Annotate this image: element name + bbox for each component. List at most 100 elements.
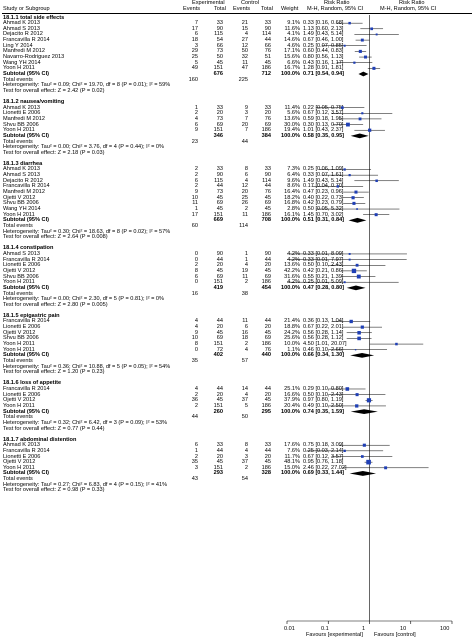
subtotal-weight: 100.0% <box>281 352 300 359</box>
study-name: Shvu BB 2006 <box>3 200 39 207</box>
study-point-estimate <box>345 387 350 391</box>
weight-value: 18.2% <box>284 194 300 201</box>
study-name: Dejacito R 2012 <box>3 31 43 38</box>
ctrl-events: 4 <box>244 346 248 353</box>
ctrl-events: 20 <box>241 189 248 196</box>
ctrl-events: 8 <box>244 442 248 449</box>
exp-events: 0 <box>194 250 198 257</box>
ctrl-events: 9 <box>244 104 248 111</box>
ci-value: 1.01 [0.43, 2.37] <box>303 127 344 134</box>
subgroup-title-row: 18.1.6 loss of appetite <box>0 380 474 386</box>
exp-total: 69 <box>216 273 223 280</box>
table-row: Ahmad S 2013 17 90 15 90 11.6% 1.13 [0.60, 2.1… <box>0 26 474 32</box>
study-point-estimate <box>343 281 346 284</box>
table-row: Lionetti E 2006 4 20 6 20 18.8% 0.67 [0.22, 2.… <box>0 324 474 330</box>
ctrl-total: 44 <box>264 256 271 263</box>
study-point-estimate <box>356 274 361 279</box>
ctrl-events: 6 <box>244 324 248 331</box>
weight-value: 30.0% <box>284 121 300 128</box>
overall-effect-text: Test for overall effect: Z = 2.42 (P = 0… <box>3 87 105 94</box>
favours-control-label: Favours [control] <box>374 632 416 638</box>
study-point-estimate <box>375 33 378 36</box>
risk-ratio-header-right: Risk Ratio <box>399 0 425 6</box>
study-name: Yoon H 2011 <box>3 346 35 353</box>
study-name: Lionetti E 2006 <box>3 453 41 460</box>
study-point-estimate <box>372 66 376 70</box>
study-name: Lionetti E 2006 <box>3 391 41 398</box>
ctrl-events: 16 <box>241 329 248 336</box>
weight-value: 25.1% <box>284 385 300 392</box>
experimental-group-header: Experimental <box>192 0 225 6</box>
study-name: Yoon H 2011 <box>3 65 35 72</box>
total-events-row: Total events 160 225 <box>0 77 474 83</box>
study-point-estimate <box>366 398 372 403</box>
ctrl-events: 4 <box>244 177 248 184</box>
ctrl-events: 26 <box>241 200 248 207</box>
table-row: Ojetti V 2012 36 45 37 45 37.9% 0.97 [0.80, 1.… <box>0 397 474 403</box>
subtotal-ci: 0.69 [0.33, 1.44] <box>303 470 345 477</box>
total-events-exp: 23 <box>191 138 198 145</box>
ctrl-total: 90 <box>264 25 271 32</box>
ctrl-events: 11 <box>242 273 248 280</box>
weight-value: 20.4% <box>284 402 300 409</box>
exp-events: 8 <box>194 341 198 348</box>
weight-value: 24.2% <box>284 329 300 336</box>
heterogeneity-text: Heterogeneity: Tau² = 0.36; Chi² = 10.88… <box>3 363 171 370</box>
ctrl-total: 45 <box>264 194 271 201</box>
ctrl-events: 25 <box>241 194 248 201</box>
exp-total: 54 <box>216 37 223 44</box>
subtotal-ci: 0.66 [0.34, 1.30] <box>303 352 345 359</box>
study-point-estimate <box>366 459 371 465</box>
table-row: Manfredi M 2012 29 73 50 76 17.1% 0.60 [0.44, … <box>0 48 474 54</box>
ci-value: 1.49 [0.43, 5.14] <box>303 31 344 38</box>
study-name: Yoon H 2011 <box>3 279 35 286</box>
study-point-estimate <box>360 38 364 42</box>
weight-header: Weight <box>281 6 299 12</box>
subgroup-title: 18.1.7 abdominal distention <box>3 436 77 443</box>
exp-events: 1 <box>194 206 198 213</box>
exp-total: 44 <box>216 318 223 325</box>
study-name: Wang YH 2014 <box>3 206 41 213</box>
table-row: Ojetti V 2012 9 45 16 45 24.2% 0.56 [0.28, 1.1… <box>0 330 474 336</box>
exp-total: 45 <box>216 329 223 336</box>
exp-events: 6 <box>194 121 198 128</box>
total-events-ctrl: 225 <box>238 76 248 83</box>
ctrl-events: 4 <box>244 262 248 269</box>
ci-value: 0.59 [0.18, 1.95] <box>303 115 344 122</box>
weight-value: 18.8% <box>284 324 300 331</box>
ci-value: 1.49 [0.43, 5.14] <box>303 177 344 184</box>
subtotal-label: Subtotal (95% CI) <box>3 284 49 291</box>
exp-total: 45 <box>216 267 223 274</box>
control-group-header: Control <box>241 0 260 6</box>
table-row: Dejacito R 2012 6 115 4 114 9.6% 1.49 [0.43, 5… <box>0 178 474 184</box>
overall-effect-row: Test for overall effect: Z = 2.18 (P = 0… <box>0 150 474 156</box>
study-name: Navarro-Rodriguez 2013 <box>3 54 65 61</box>
overall-effect-text: Test for overall effect: Z = 2.18 (P = 0… <box>3 149 105 156</box>
ci-value: 0.56 [0.28, 1.12] <box>303 335 344 342</box>
total-events-exp: 43 <box>191 476 198 483</box>
table-row: Wang YH 2014 5 45 11 45 6.6% 0.43 [0.16, 1.17] <box>0 60 474 66</box>
subgroup-title: 18.1.2 nausea/vomiting <box>3 98 65 105</box>
ctrl-total: 186 <box>261 464 271 471</box>
ctrl-events: 50 <box>241 48 248 55</box>
exp-total: 69 <box>216 335 223 342</box>
heterogeneity-text: Heterogeneity: Tau² = 0.30; Chi² = 18.63… <box>3 228 171 235</box>
overall-effect-text: Test for overall effect: Z = 2.64 (P = 0… <box>3 234 108 241</box>
exp-total: 44 <box>216 256 223 263</box>
exp-total: 44 <box>216 447 223 454</box>
exp-total: 20 <box>216 262 223 269</box>
subtotal-weight: 100.0% <box>281 217 300 224</box>
subtotal-row: Subtotal (95% CI) 260 295 100.0% 0.74 [0.35,… <box>0 409 474 415</box>
exp-events: 17 <box>191 211 198 218</box>
subtotal-row: Subtotal (95% CI) 346 384 100.0% 0.58 [0.35,… <box>0 133 474 139</box>
study-point-estimate <box>349 319 353 324</box>
ctrl-events: 3 <box>244 453 248 460</box>
ci-value: 0.67 [0.22, 2.01] <box>303 324 344 331</box>
ctrl-total: 33 <box>264 166 271 173</box>
study-point-estimate <box>341 106 344 109</box>
exp-total: 151 <box>213 402 223 409</box>
ctrl-total: 33 <box>264 20 271 27</box>
study-point-estimate <box>348 174 351 177</box>
table-row: Yoon H 2011 3 151 2 186 15.0% 2.46 [0.22, 27.0… <box>0 465 474 471</box>
risk-ratio-header-left: Risk Ratio <box>324 0 350 6</box>
